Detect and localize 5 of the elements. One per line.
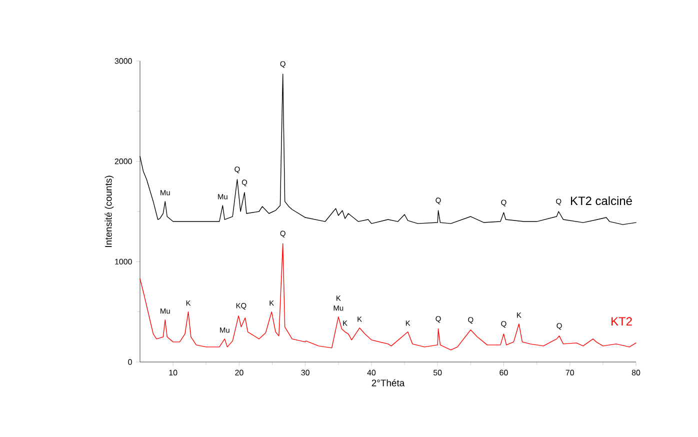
y-axis-title: Intensité (counts) bbox=[104, 176, 114, 247]
line-series bbox=[140, 243, 636, 350]
series-label: KT2 bbox=[612, 317, 632, 326]
series-label: KT2 calciné bbox=[571, 196, 632, 206]
x-axis-title: 2°Théta bbox=[372, 379, 405, 386]
